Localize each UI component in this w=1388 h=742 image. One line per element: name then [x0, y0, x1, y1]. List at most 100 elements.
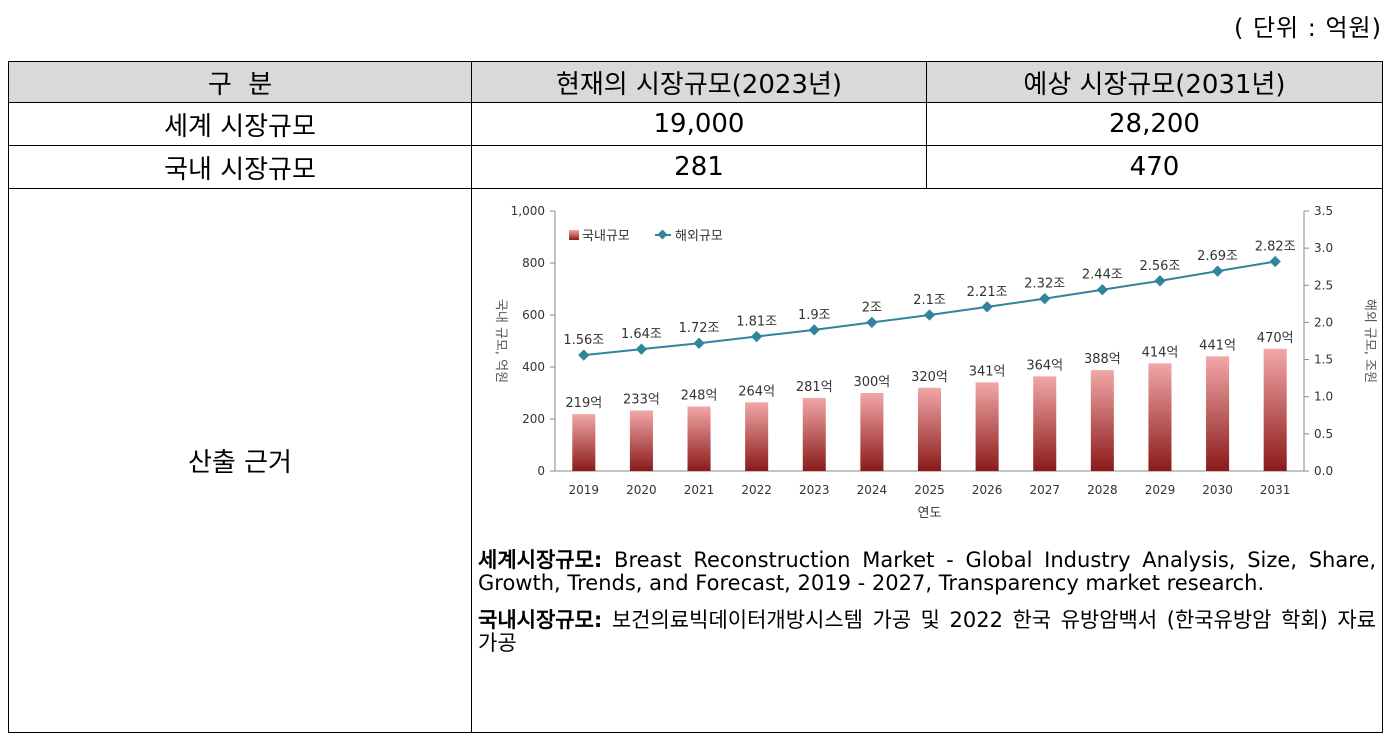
bar-data-label: 470억	[1257, 331, 1294, 346]
row-current-value: 281	[471, 145, 927, 189]
left-tick-label: 200	[522, 412, 545, 426]
basis-content: 0 200 400 600 800 1,000 0.0 0.5 1.0 1.5 2.0 2.5 3.0 3…	[471, 188, 1383, 733]
line-overseas	[583, 260, 1276, 357]
x-tick-label: 2024	[857, 483, 888, 497]
bar-data-label: 341억	[969, 364, 1006, 379]
bar-data-label: 219억	[565, 396, 602, 411]
line-point-overseas	[578, 349, 590, 361]
line-point-overseas	[1039, 293, 1051, 305]
line-point-overseas	[1269, 255, 1281, 268]
bar-domestic	[802, 397, 826, 471]
bar-domestic	[1148, 363, 1172, 471]
x-tick-label: 2022	[741, 483, 772, 497]
x-tick-label: 2019	[569, 483, 600, 497]
x-tick-label: 2021	[684, 483, 715, 497]
right-axis-title: 해외 규모, 조원	[1362, 299, 1377, 383]
bar-domestic	[1263, 348, 1287, 471]
row-label: 세계 시장규모	[8, 102, 472, 146]
basis-label: 산출 근거	[8, 188, 472, 733]
row-current-value: 19,000	[471, 102, 927, 146]
note-title: 세계시장규모:	[478, 548, 603, 572]
bar-domestic	[917, 387, 942, 471]
left-tick-label: 400	[522, 360, 545, 374]
bar-data-label: 264억	[738, 384, 775, 399]
right-tick-label: 2.0	[1314, 315, 1333, 329]
market-size-table: 구 분 현재의 시장규모(2023년) 예상 시장규모(2031년) 세계 시장…	[8, 61, 1383, 733]
right-tick-label: 1.0	[1314, 390, 1333, 404]
line-data-label: 1.9조	[798, 308, 831, 323]
bar-domestic	[745, 402, 769, 471]
line-data-label: 2.44조	[1082, 268, 1123, 283]
header-category: 구 분	[8, 61, 472, 103]
legend-label-overseas: 해외규모	[675, 229, 723, 244]
x-tick-label: 2023	[799, 483, 830, 497]
line-data-label: 1.81조	[736, 315, 777, 330]
bar-data-label: 414억	[1142, 345, 1179, 360]
line-point-overseas	[693, 337, 705, 349]
line-point-overseas	[1154, 275, 1166, 287]
right-tick-label: 3.5	[1314, 204, 1333, 218]
right-tick-label: 0.0	[1314, 464, 1333, 478]
left-tick-label: 0	[537, 464, 545, 478]
line-data-label: 2.56조	[1140, 259, 1181, 274]
x-axis-title: 연도	[918, 506, 942, 521]
legend-label-domestic: 국내규모	[582, 229, 630, 244]
line-data-label: 2.69조	[1197, 249, 1238, 264]
table-header-row: 구 분 현재의 시장규모(2023년) 예상 시장규모(2031년)	[8, 61, 1383, 103]
bar-data-label: 441억	[1199, 338, 1236, 353]
table-row: 국내 시장규모 281 470	[8, 145, 1383, 189]
bar-domestic	[572, 414, 596, 471]
left-tick-label: 800	[522, 256, 545, 270]
x-tick-label: 2028	[1087, 483, 1118, 497]
row-forecast-value: 28,200	[926, 102, 1383, 146]
bar-data-label: 248억	[681, 389, 718, 404]
line-point-overseas	[635, 343, 648, 355]
line-data-label: 1.72조	[679, 321, 720, 336]
line-point-overseas	[808, 324, 820, 336]
right-tick-label: 1.5	[1314, 353, 1333, 367]
header-forecast: 예상 시장규모(2031년)	[926, 61, 1383, 103]
line-point-overseas	[981, 301, 993, 313]
note-text: Breast Reconstruction Market - Global In…	[478, 548, 1376, 595]
line-point-overseas	[750, 330, 763, 343]
right-tick-label: 2.5	[1314, 278, 1333, 292]
x-tick-label: 2025	[914, 483, 945, 497]
left-axis-title: 국내 규모, 억원	[493, 299, 508, 383]
unit-label: ( 단위 : 억원)	[1233, 14, 1382, 42]
row-forecast-value: 470	[926, 145, 1383, 189]
chart-svg: 0 200 400 600 800 1,000 0.0 0.5 1.0 1.5 2.0 2.5 3.0 3…	[493, 204, 1377, 521]
line-data-label: 1.64조	[621, 327, 662, 342]
x-tick-label: 2029	[1145, 483, 1176, 497]
line-data-label: 1.56조	[563, 333, 604, 348]
bar-data-label: 388억	[1084, 352, 1121, 367]
bar-domestic	[860, 393, 884, 471]
bar-data-label: 320억	[911, 370, 948, 385]
line-point-overseas	[866, 316, 878, 329]
line-data-label: 2.1조	[913, 293, 946, 308]
line-point-overseas	[1211, 265, 1224, 277]
line-point-overseas	[1096, 284, 1109, 296]
bar-domestic	[975, 382, 999, 471]
x-tick-label: 2031	[1260, 483, 1291, 497]
note-title: 국내시장규모:	[478, 608, 603, 632]
bar-data-label: 300억	[853, 375, 890, 390]
note-text: 보건의료빅데이터개방시스템 가공 및 2022 한국 유방암백서 (한국유방암 …	[478, 608, 1376, 655]
legend-marker-overseas	[657, 229, 668, 240]
bar-domestic	[1090, 370, 1114, 471]
header-current: 현재의 시장규모(2023년)	[471, 61, 927, 103]
market-chart: 0 200 400 600 800 1,000 0.0 0.5 1.0 1.5 2.0 2.5 3.0 3…	[477, 189, 1377, 549]
left-tick-label: 1,000	[511, 204, 545, 218]
x-tick-label: 2027	[1029, 483, 1060, 497]
bar-data-label: 364억	[1026, 358, 1063, 373]
bar-domestic	[629, 410, 653, 471]
note-global: 세계시장규모: Breast Reconstruction Market - G…	[478, 549, 1376, 595]
line-data-label: 2.82조	[1255, 240, 1296, 255]
line-point-overseas	[923, 309, 936, 321]
bar-domestic	[1033, 376, 1057, 471]
basis-row: 산출 근거 0 200 400 600 800 1,000 0.0 0.5 1.0 1.5 2.0 2…	[8, 188, 1383, 733]
line-data-label: 2.21조	[967, 285, 1008, 300]
source-notes: 세계시장규모: Breast Reconstruction Market - G…	[472, 549, 1382, 655]
legend-swatch-domestic	[569, 230, 579, 240]
x-tick-label: 2030	[1202, 483, 1233, 497]
bar-data-label: 233억	[623, 392, 660, 407]
